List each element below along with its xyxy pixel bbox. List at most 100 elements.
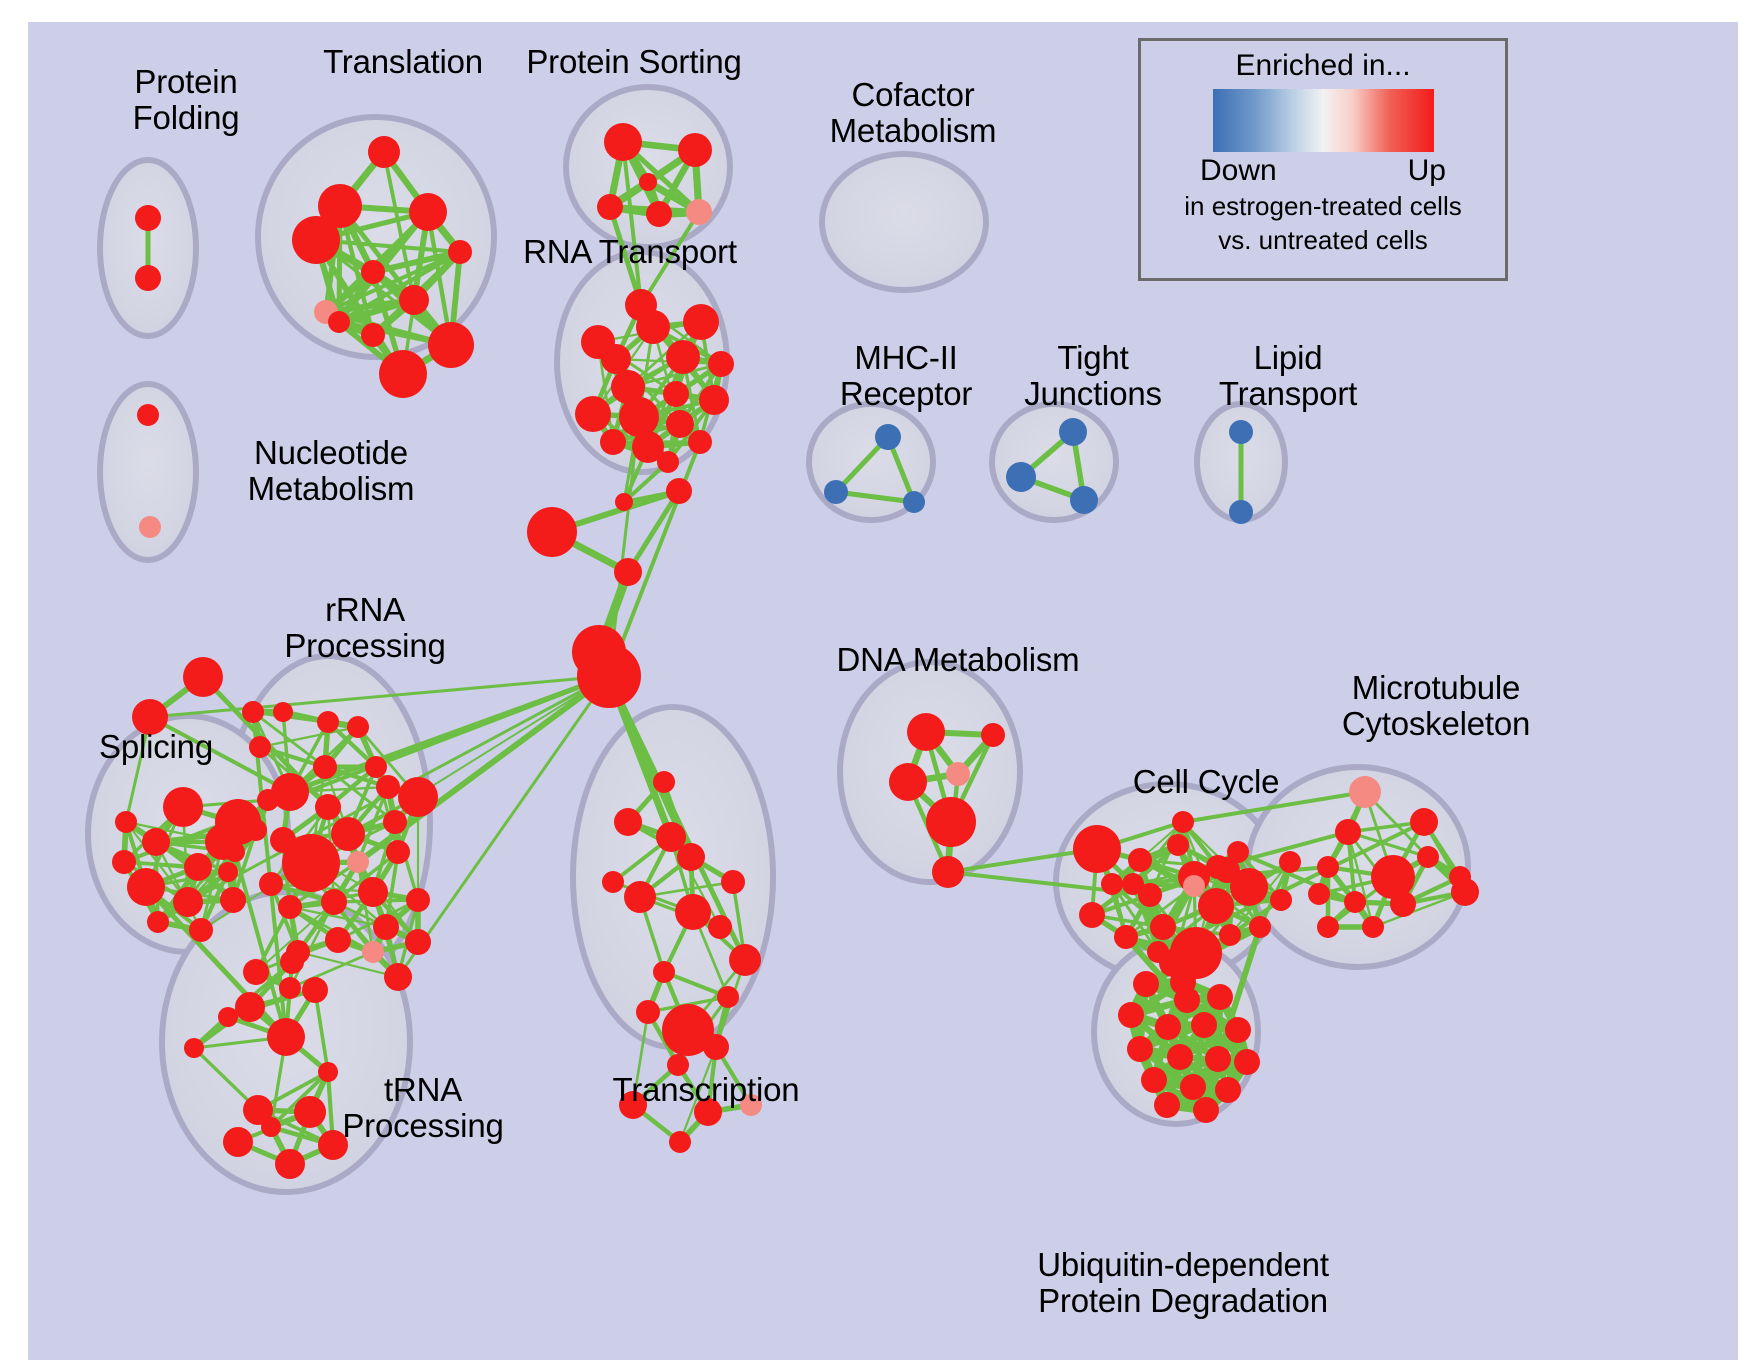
network-node[interactable] [614,558,642,586]
network-node[interactable] [615,493,633,511]
network-node[interactable] [384,963,412,991]
network-node[interactable] [708,351,734,377]
network-node[interactable] [824,480,848,504]
network-node[interactable] [1390,891,1416,917]
network-node[interactable] [1308,883,1330,905]
network-node[interactable] [657,451,679,473]
network-node[interactable] [261,1117,281,1137]
network-node[interactable] [361,323,385,347]
network-node[interactable] [614,808,642,836]
network-node[interactable] [321,889,347,915]
network-node[interactable] [636,1000,660,1024]
network-node[interactable] [242,701,264,723]
network-node[interactable] [358,877,388,907]
network-node[interactable] [317,711,339,733]
network-node[interactable] [683,304,719,340]
network-node[interactable] [1193,1097,1219,1123]
network-node[interactable] [1234,1049,1260,1075]
network-node[interactable] [362,941,384,963]
network-node[interactable] [926,797,976,847]
network-node[interactable] [1138,883,1162,907]
network-node[interactable] [1133,971,1159,997]
network-node[interactable] [328,311,350,333]
network-node[interactable] [142,828,170,856]
network-node[interactable] [932,856,964,888]
network-node[interactable] [1147,941,1169,963]
network-node[interactable] [278,895,302,919]
network-node[interactable] [600,429,626,455]
network-node[interactable] [611,370,645,404]
network-node[interactable] [249,736,271,758]
network-node[interactable] [688,430,712,454]
network-node[interactable] [428,322,474,368]
network-node[interactable] [1279,851,1301,873]
network-node[interactable] [1172,811,1194,833]
network-node[interactable] [1227,841,1249,863]
network-node[interactable] [1219,924,1241,946]
network-node[interactable] [225,842,245,862]
network-node[interactable] [383,810,407,834]
network-node[interactable] [271,773,309,811]
network-node[interactable] [313,755,337,779]
network-node[interactable] [218,1007,238,1027]
network-node[interactable] [132,699,168,735]
network-node[interactable] [448,240,472,264]
network-node[interactable] [294,1096,326,1128]
network-node[interactable] [601,344,631,374]
network-node[interactable] [1170,969,1196,995]
network-node[interactable] [245,819,267,841]
network-node[interactable] [1207,984,1233,1010]
network-node[interactable] [282,834,340,892]
network-node[interactable] [907,713,945,751]
network-node[interactable] [218,862,238,882]
network-node[interactable] [1079,902,1105,928]
network-node[interactable] [604,123,642,161]
network-node[interactable] [302,977,328,1003]
network-node[interactable] [636,310,670,344]
network-node[interactable] [365,756,387,778]
network-node[interactable] [903,491,925,513]
network-node[interactable] [699,385,729,415]
network-node[interactable] [1344,891,1366,913]
network-node[interactable] [721,870,745,894]
network-node[interactable] [1128,848,1152,872]
network-node[interactable] [527,507,577,557]
network-node[interactable] [1449,866,1471,888]
network-node[interactable] [669,1131,691,1153]
network-node[interactable] [1198,888,1234,924]
network-node[interactable] [708,915,732,939]
network-node[interactable] [115,811,137,833]
network-node[interactable] [318,1062,338,1082]
network-node[interactable] [1317,916,1339,938]
network-node[interactable] [325,927,351,953]
network-node[interactable] [163,787,203,827]
network-node[interactable] [1122,873,1144,895]
network-node[interactable] [279,977,301,999]
network-node[interactable] [1317,856,1339,878]
network-node[interactable] [597,194,623,220]
network-node[interactable] [376,775,400,799]
network-node[interactable] [1127,1036,1153,1062]
network-node[interactable] [347,716,369,738]
network-node[interactable] [1006,462,1036,492]
network-node[interactable] [1270,889,1292,911]
network-node[interactable] [135,205,161,231]
network-node[interactable] [1349,776,1381,808]
network-node[interactable] [656,822,686,852]
network-node[interactable] [875,424,901,450]
network-node[interactable] [127,868,165,906]
network-node[interactable] [619,397,659,437]
network-node[interactable] [889,763,927,801]
network-node[interactable] [1101,873,1123,895]
network-node[interactable] [666,340,700,374]
network-node[interactable] [331,817,365,851]
network-node[interactable] [577,644,641,708]
network-node[interactable] [686,199,712,225]
network-node[interactable] [405,929,431,955]
network-node[interactable] [183,657,223,697]
network-node[interactable] [318,1130,348,1160]
network-node[interactable] [379,350,427,398]
network-node[interactable] [602,871,624,893]
network-node[interactable] [662,1004,714,1056]
network-node[interactable] [112,850,136,874]
